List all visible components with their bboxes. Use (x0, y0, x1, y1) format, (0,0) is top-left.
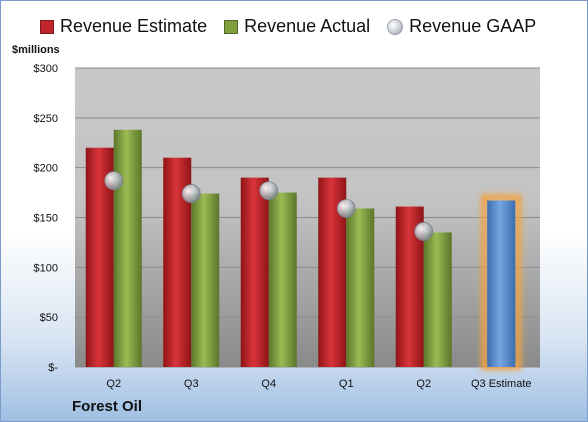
x-tick-label: Q1 (339, 378, 354, 390)
gaap-markers (104, 171, 434, 241)
y-tick-label: $300 (34, 63, 58, 75)
bar-revenue-actual (268, 192, 297, 367)
legend: Revenue Estimate Revenue Actual Revenue … (40, 16, 553, 37)
y-axis-unit-label: $millions (12, 44, 60, 56)
grid-lines (75, 67, 540, 368)
y-tick-label: $- (48, 362, 58, 374)
x-tick-label: Q2 (106, 378, 121, 390)
x-tick-label: Q2 (416, 378, 431, 390)
y-tick-label: $50 (40, 312, 58, 324)
bar-revenue-actual (191, 193, 220, 367)
legend-swatch-estimate (40, 19, 54, 34)
x-tick-label: Q3 Estimate (471, 378, 532, 390)
legend-swatch-actual (224, 19, 239, 34)
legend-item-actual: Revenue Actual (224, 16, 370, 37)
company-name: Forest Oil (72, 398, 143, 415)
y-tick-label: $150 (34, 213, 58, 225)
bar-q3-estimate (487, 200, 516, 367)
legend-label-actual: Revenue Actual (244, 16, 371, 36)
gaap-marker (181, 184, 201, 203)
x-tick-label: Q3 (184, 378, 199, 390)
gaap-marker (104, 171, 124, 191)
legend-label-gaap: Revenue GAAP (409, 16, 537, 36)
gaap-marker (414, 222, 434, 241)
bar-revenue-actual (113, 129, 142, 367)
gaap-marker (336, 199, 356, 218)
x-axis-labels: Q2 Q3 Q4 Q1 Q2 Q3 Estimate (106, 378, 531, 390)
legend-item-gaap: Revenue GAAP (387, 16, 536, 37)
y-axis-labels: $- $50 $100 $150 $200 $250 $300 (34, 63, 59, 374)
bar-revenue-actual (346, 208, 375, 367)
y-tick-label: $250 (34, 113, 58, 125)
legend-swatch-gaap (387, 18, 404, 35)
legend-label-estimate: Revenue Estimate (60, 16, 208, 36)
legend-item-estimate: Revenue Estimate (40, 16, 207, 37)
gaap-marker (259, 181, 279, 200)
y-tick-label: $200 (34, 163, 58, 175)
y-tick-label: $100 (34, 262, 58, 274)
bar-revenue-actual (423, 232, 452, 367)
bar-revenue-estimate (240, 177, 269, 367)
x-tick-label: Q4 (261, 378, 276, 390)
